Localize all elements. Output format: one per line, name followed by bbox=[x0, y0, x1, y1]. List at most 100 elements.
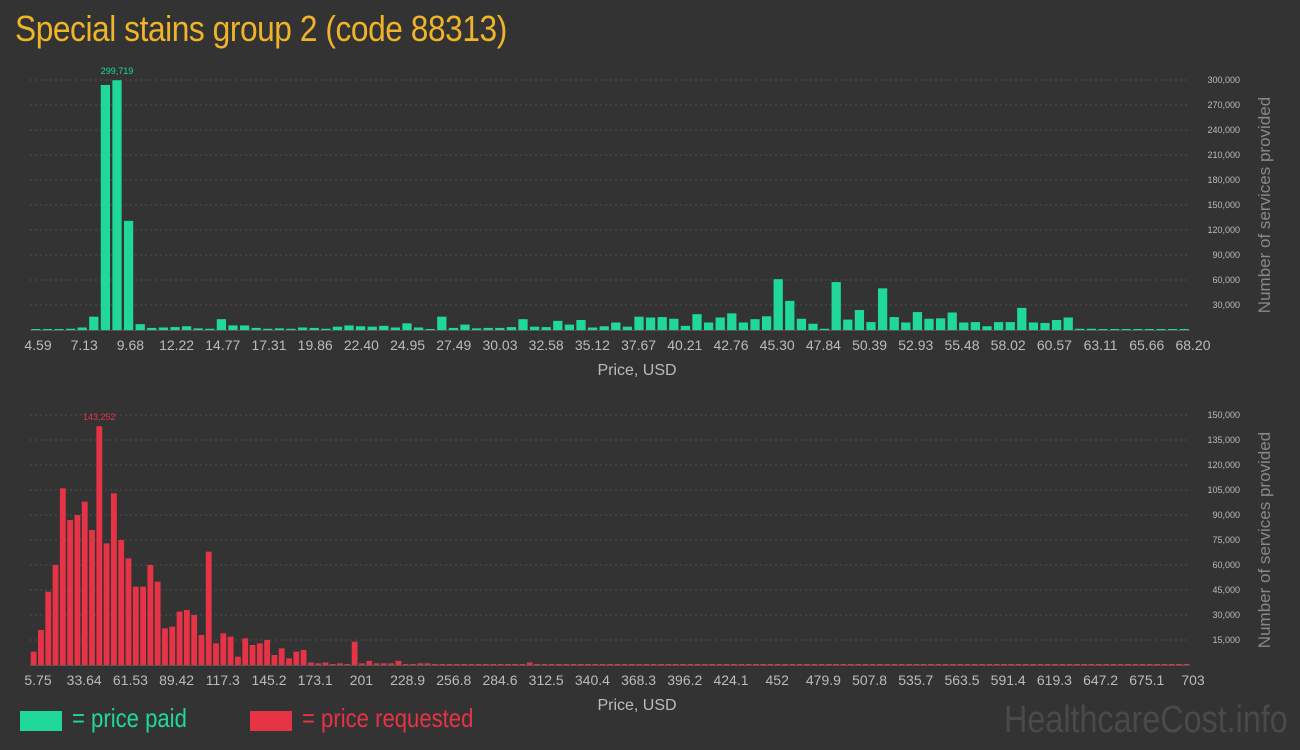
paid-bar bbox=[959, 322, 969, 330]
requested-x-tick-label: 647.2 bbox=[1083, 672, 1118, 688]
requested-bar bbox=[804, 664, 810, 665]
paid-bar bbox=[738, 322, 749, 330]
requested-bar bbox=[723, 664, 730, 665]
requested-bar bbox=[621, 664, 628, 665]
requested-bar bbox=[293, 651, 300, 665]
requested-bar bbox=[249, 645, 256, 665]
requested-x-axis-label: Price, USD bbox=[597, 697, 676, 714]
requested-x-tick-label: 201 bbox=[350, 672, 374, 688]
requested-bar bbox=[993, 664, 1000, 665]
requested-bar bbox=[1132, 664, 1139, 665]
paid-bar bbox=[1167, 329, 1178, 330]
requested-bar bbox=[89, 530, 95, 665]
paid-bar bbox=[100, 85, 111, 330]
paid-bar bbox=[819, 328, 830, 330]
paid-bar bbox=[332, 326, 343, 330]
paid-bar bbox=[982, 326, 992, 330]
requested-bar bbox=[30, 651, 37, 665]
legend-requested-swatch bbox=[250, 711, 292, 731]
requested-x-tick-label: 507.8 bbox=[852, 672, 887, 688]
requested-peak-label: 143,252 bbox=[83, 412, 116, 422]
requested-bar bbox=[286, 658, 292, 665]
paid-x-tick-label: 24.95 bbox=[390, 337, 425, 353]
paid-bar bbox=[808, 323, 818, 330]
requested-x-tick-label: 312.5 bbox=[529, 672, 564, 688]
paid-bar bbox=[181, 326, 192, 330]
requested-bar bbox=[687, 664, 694, 665]
requested-x-tick-label: 424.1 bbox=[713, 672, 748, 688]
requested-y-tick-label: 30,000 bbox=[1212, 610, 1240, 620]
requested-bar bbox=[672, 664, 679, 665]
paid-y-tick-label: 240,000 bbox=[1207, 125, 1240, 135]
requested-x-tick-label: 5.75 bbox=[24, 672, 51, 688]
watermark: HealthcareCost.info bbox=[1004, 699, 1288, 741]
paid-bar bbox=[599, 326, 609, 330]
requested-bar bbox=[1030, 664, 1037, 665]
requested-bar bbox=[526, 662, 533, 665]
paid-bar bbox=[634, 316, 644, 330]
requested-bar bbox=[789, 664, 796, 665]
requested-bar bbox=[818, 664, 825, 665]
paid-bar bbox=[611, 322, 621, 330]
paid-x-tick-label: 47.84 bbox=[806, 337, 841, 353]
requested-bar bbox=[74, 515, 81, 665]
requested-bar bbox=[431, 664, 438, 665]
requested-bar bbox=[1176, 664, 1182, 665]
requested-bar bbox=[1168, 664, 1175, 665]
requested-bar bbox=[920, 664, 927, 665]
legend-requested-label: = price requested bbox=[302, 703, 474, 733]
paid-bar bbox=[1109, 329, 1120, 330]
paid-bar bbox=[785, 300, 795, 330]
requested-bar bbox=[446, 664, 453, 665]
requested-bar bbox=[110, 493, 117, 665]
requested-bar bbox=[1161, 664, 1168, 665]
paid-y-axis-label: Number of services provided bbox=[1255, 97, 1274, 313]
paid-bar bbox=[912, 312, 923, 330]
requested-bar bbox=[709, 664, 716, 665]
requested-bar bbox=[315, 663, 322, 665]
paid-bar bbox=[239, 325, 250, 330]
requested-bar bbox=[191, 615, 198, 665]
paid-bar bbox=[796, 318, 807, 330]
paid-bar bbox=[112, 80, 122, 331]
paid-bar bbox=[123, 220, 134, 330]
requested-y-tick-label: 15,000 bbox=[1212, 635, 1240, 645]
legend-paid-label: = price paid bbox=[72, 703, 187, 733]
requested-bar bbox=[935, 664, 942, 665]
requested-bar bbox=[1008, 664, 1015, 665]
requested-bar bbox=[497, 664, 504, 665]
paid-bar bbox=[750, 319, 760, 330]
paid-bar bbox=[993, 322, 1004, 330]
paid-x-tick-label: 50.39 bbox=[852, 337, 887, 353]
paid-bar bbox=[31, 329, 41, 330]
requested-bar bbox=[1022, 664, 1029, 665]
paid-bar bbox=[205, 328, 215, 330]
paid-bar bbox=[437, 316, 447, 330]
paid-bar bbox=[564, 324, 575, 330]
requested-y-tick-label: 60,000 bbox=[1212, 560, 1240, 570]
requested-bar bbox=[205, 551, 212, 665]
requested-bar bbox=[278, 648, 285, 665]
paid-bar bbox=[1005, 322, 1015, 330]
paid-bar bbox=[901, 322, 911, 330]
requested-y-tick-label: 75,000 bbox=[1212, 535, 1240, 545]
requested-bar bbox=[256, 643, 263, 665]
paid-bar bbox=[947, 312, 957, 330]
paid-bar bbox=[89, 316, 99, 330]
requested-y-tick-label: 135,000 bbox=[1207, 435, 1240, 445]
requested-bar bbox=[964, 664, 971, 665]
requested-x-tick-label: 173.1 bbox=[298, 672, 333, 688]
requested-bar bbox=[847, 664, 854, 665]
requested-bar bbox=[1139, 664, 1146, 665]
requested-bar bbox=[118, 540, 125, 665]
requested-bar bbox=[410, 664, 416, 665]
paid-bar bbox=[576, 320, 586, 330]
paid-bar bbox=[355, 326, 366, 330]
requested-bar bbox=[979, 664, 985, 665]
requested-bar bbox=[424, 663, 431, 665]
requested-bar bbox=[782, 664, 789, 665]
paid-bar bbox=[228, 325, 238, 330]
requested-bar bbox=[825, 664, 832, 665]
requested-bar bbox=[147, 565, 154, 665]
requested-bar bbox=[1037, 664, 1044, 665]
